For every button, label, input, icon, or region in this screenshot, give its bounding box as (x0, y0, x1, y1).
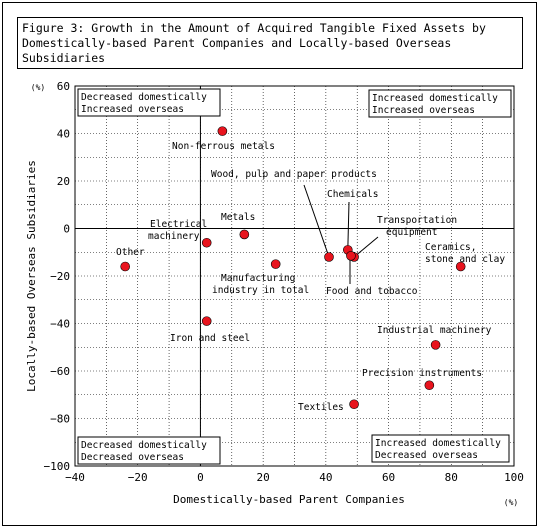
point-label: Ceramics, (425, 242, 476, 253)
data-point (424, 380, 435, 391)
quadrant-bottom-right-box (371, 434, 510, 463)
y-tick-label: −20 (50, 270, 70, 283)
data-point (201, 316, 212, 326)
y-tick-label: 20 (57, 175, 70, 188)
x-tick-label: −20 (128, 471, 148, 484)
data-point (324, 252, 334, 262)
point-label: Electrical (150, 219, 207, 230)
point-label: equipment (386, 227, 437, 238)
y-tick-label: 40 (57, 128, 70, 141)
x-tick-label: 40 (319, 471, 332, 484)
plot-area (74, 85, 515, 467)
leader-line (347, 201, 350, 250)
point-label: Precision instruments (362, 368, 482, 379)
point-label: Manufacturing (221, 273, 295, 284)
x-tick-label: 80 (445, 471, 458, 484)
x-tick-label: 0 (197, 471, 204, 484)
quadrant-bottom-left-box (77, 436, 221, 465)
data-point (239, 229, 250, 240)
point-label: Chemicals (327, 189, 378, 200)
y-tick-label: −40 (50, 318, 70, 331)
leader-line (303, 184, 330, 258)
data-point (430, 340, 441, 350)
quadrant-top-left-line: Decreased domestically (81, 92, 207, 103)
leader-line (353, 236, 379, 258)
x-axis-unit: (%) (504, 498, 518, 507)
point-label: Metals (221, 212, 255, 223)
data-point (346, 251, 356, 261)
data-point (201, 237, 212, 248)
x-tick-label: −40 (65, 471, 85, 484)
quadrant-bottom-right-line: Increased domestically (375, 438, 501, 449)
grid (75, 86, 514, 466)
data-points (120, 126, 466, 410)
quadrant-bottom-left-line: Decreased domestically (81, 440, 207, 451)
quadrant-top-left-box (77, 88, 221, 117)
point-label: Food and tobacco (326, 286, 418, 297)
x-tick-label: 100 (504, 471, 524, 484)
data-point (270, 259, 281, 269)
x-axis-label: Domestically-based Parent Companies (173, 493, 405, 506)
y-tick-label: −100 (44, 460, 71, 473)
point-label: machinery (148, 231, 200, 242)
data-point (217, 126, 228, 136)
point-label: stone and clay (425, 254, 505, 265)
point-label: Iron and steel (170, 333, 250, 344)
quadrant-top-left-line: Increased overseas (81, 104, 184, 115)
y-tick-label: 0 (63, 223, 70, 236)
point-label: industry in total (212, 285, 309, 296)
point-label: Other (116, 247, 145, 258)
y-tick-label: −60 (50, 365, 70, 378)
quadrant-bottom-right-line: Decreased overseas (375, 450, 478, 461)
y-tick-label: −80 (50, 413, 70, 426)
point-label: Non-ferrous metals (172, 141, 275, 152)
y-axis-unit: (%) (31, 83, 45, 92)
figure-frame (2, 2, 537, 526)
y-axis-label: Locally-based Overseas Subsidiaries (25, 160, 38, 392)
point-label: Industrial machinery (377, 325, 492, 336)
leader-lines (303, 184, 379, 284)
x-tick-label: 60 (382, 471, 395, 484)
quadrant-top-right-box (368, 89, 512, 118)
y-tick-label: 60 (57, 80, 70, 93)
point-labels: Non-ferrous metals Wood, pulp and paper p… (116, 141, 505, 413)
point-label: Textiles (298, 402, 344, 413)
data-point (120, 261, 130, 272)
data-point (455, 261, 466, 272)
point-label: Transportation (377, 215, 457, 226)
quadrant-top-right-line: Increased domestically (372, 93, 498, 104)
quadrant-top-right-line: Increased overseas (372, 105, 475, 116)
data-point (349, 399, 359, 410)
zero-axes (75, 86, 514, 466)
tick-labels: −40 −20 0 20 40 60 80 100 60 40 20 0 −20 −40 −60 −80 −10… (44, 80, 524, 484)
chart-title: Figure 3: Growth in the Amount of Acquir… (17, 17, 523, 69)
x-tick-label: 20 (257, 471, 270, 484)
quadrant-bottom-left-line: Decreased overseas (81, 452, 184, 463)
point-label: Wood, pulp and paper products (211, 169, 377, 180)
